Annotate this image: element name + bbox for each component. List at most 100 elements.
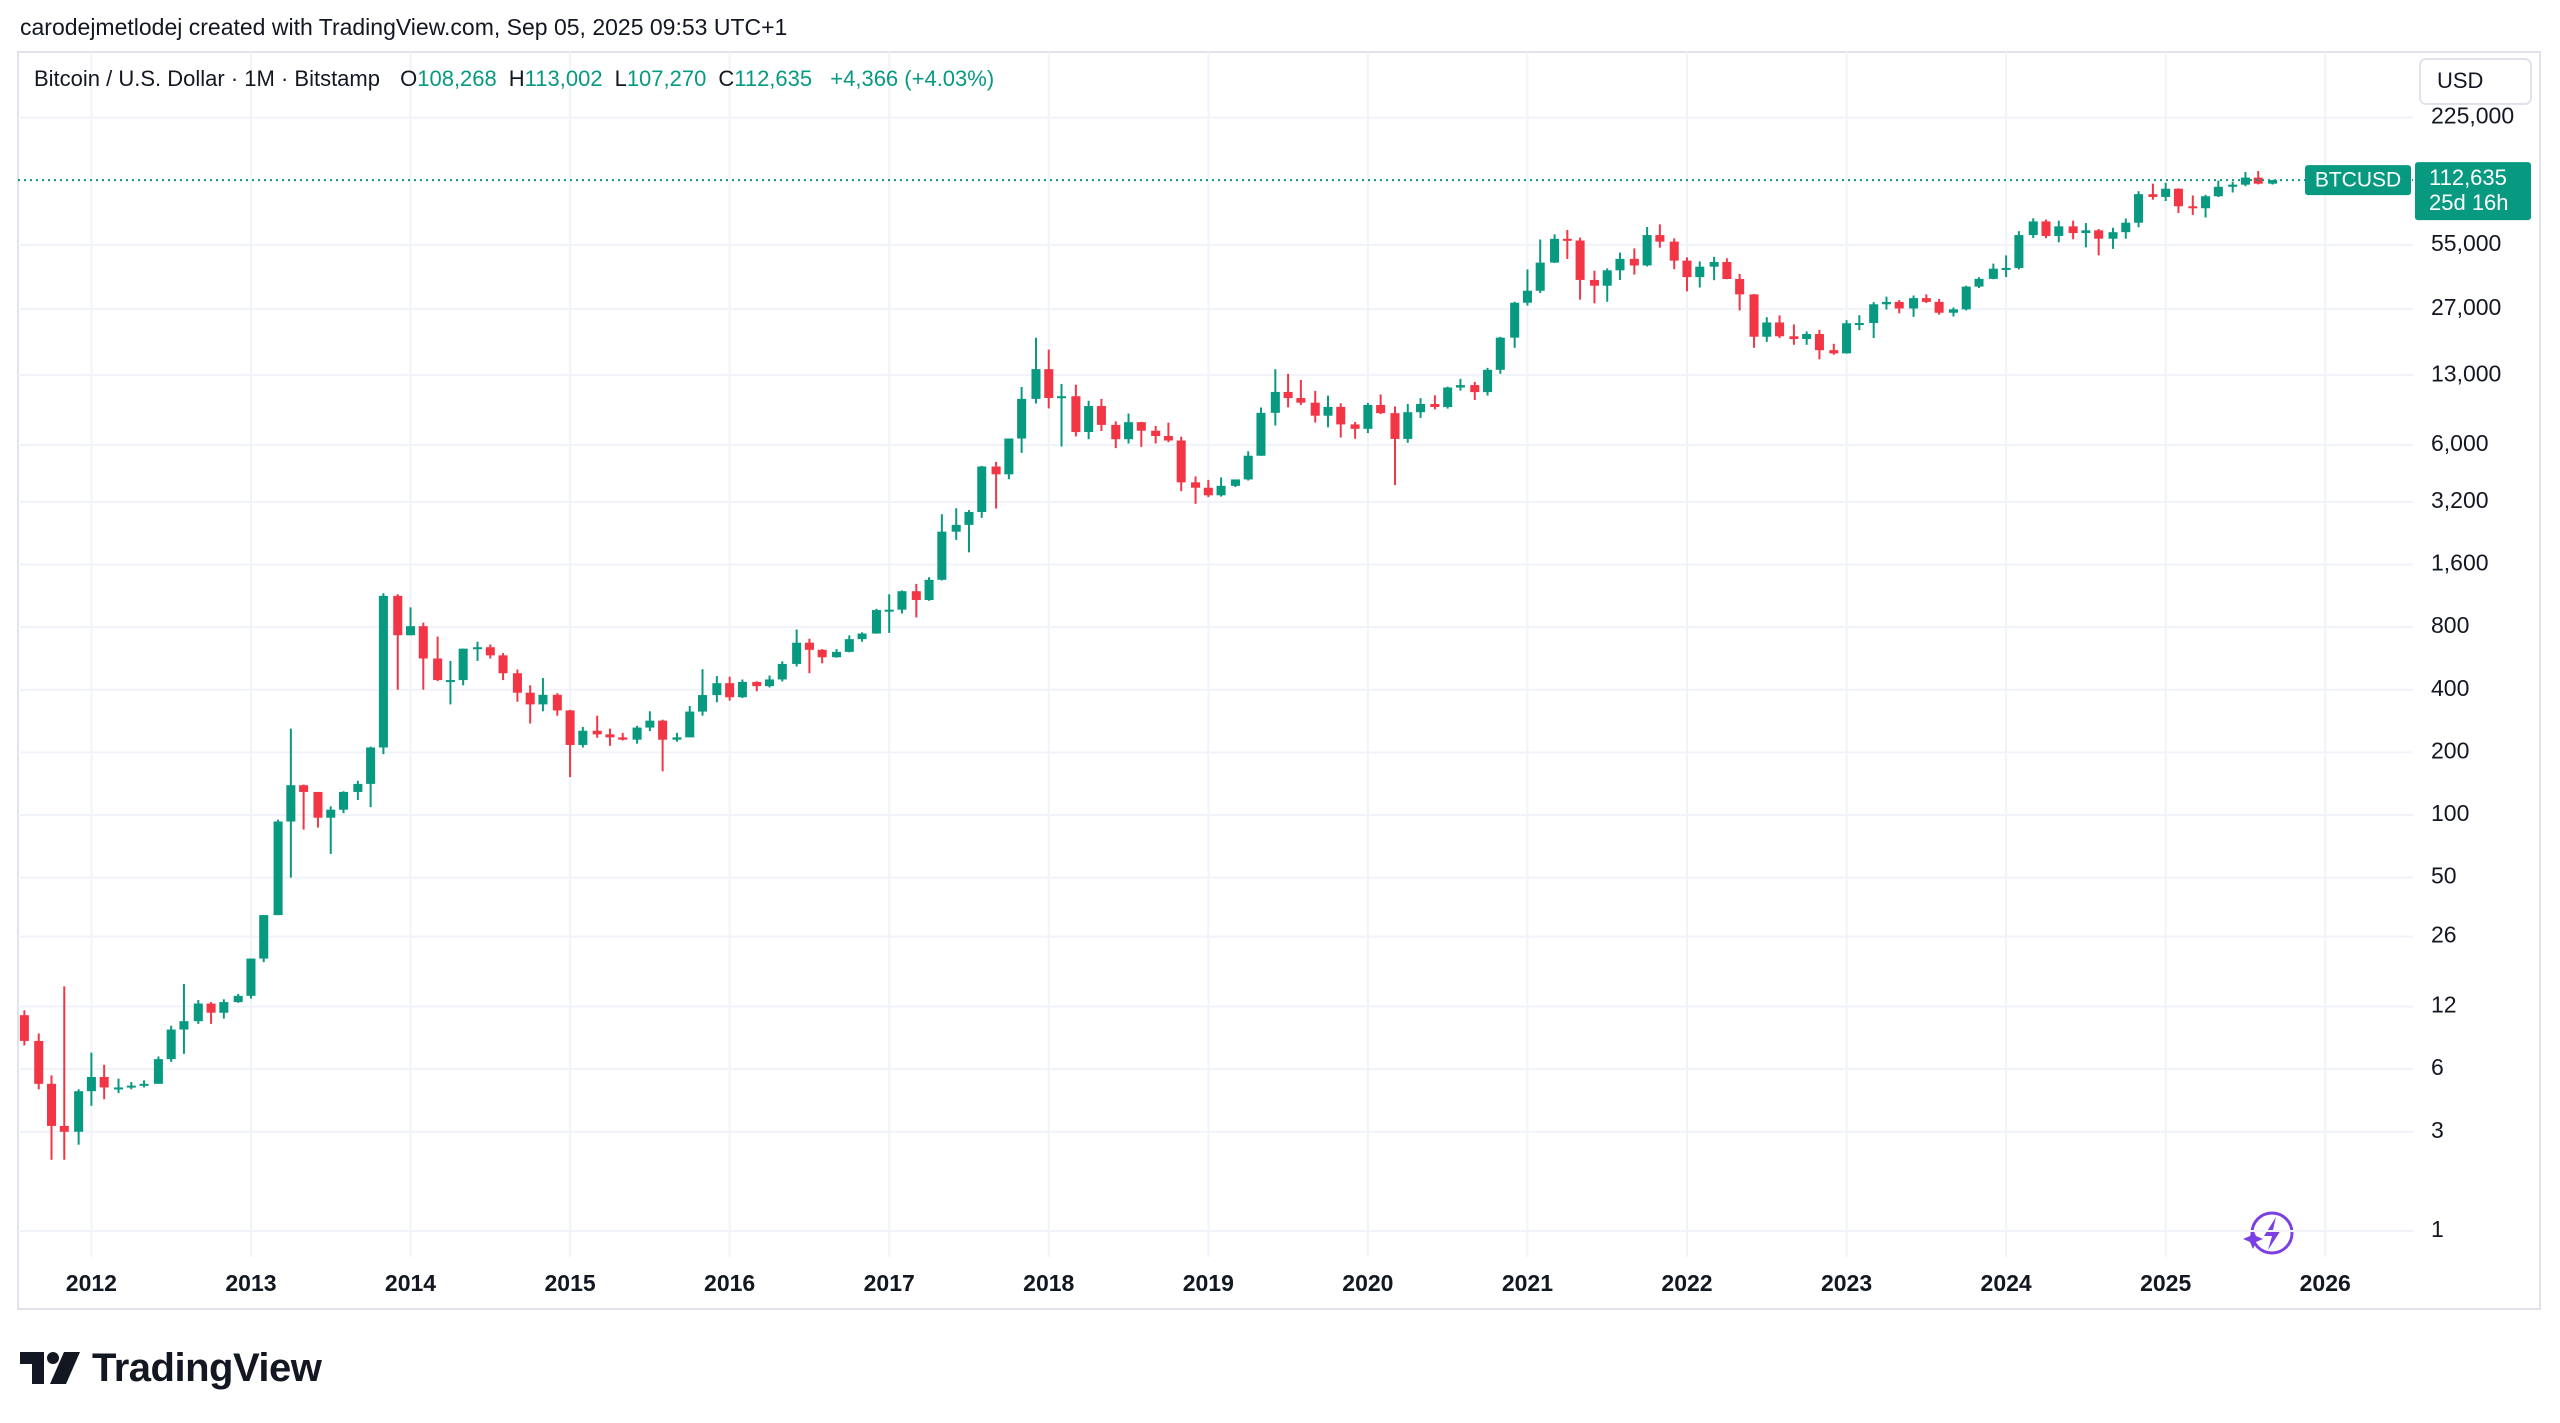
candle-body — [737, 681, 747, 698]
candle-body — [1669, 241, 1679, 261]
candle-body — [473, 647, 483, 650]
y-tick-label: 225,000 — [2431, 103, 2514, 129]
candle-body — [1243, 455, 1253, 480]
candle-body — [1881, 301, 1891, 305]
candle-body — [2161, 188, 2171, 197]
candle-body — [672, 737, 682, 740]
candle-body — [911, 591, 921, 600]
candle-body — [1602, 270, 1612, 286]
y-tick-label: 6,000 — [2431, 430, 2489, 456]
candle-body — [2201, 196, 2211, 209]
candle-body — [1376, 404, 1386, 414]
x-tick-label: 2019 — [1183, 1270, 1234, 1296]
x-tick-label: 2022 — [1661, 1270, 1712, 1296]
candle-body — [857, 633, 867, 640]
candle-body — [1124, 422, 1134, 440]
candle-body — [792, 642, 802, 664]
candle-body — [685, 711, 695, 738]
candle-body — [2148, 194, 2158, 197]
candle-body — [1575, 240, 1585, 280]
candle-body — [153, 1059, 163, 1084]
x-tick-label: 2018 — [1023, 1270, 1074, 1296]
candle-body — [712, 683, 722, 696]
currency-box — [2419, 58, 2532, 105]
candle-body — [2068, 226, 2078, 234]
y-tick-label: 1,600 — [2431, 550, 2489, 576]
x-tick-label: 2017 — [864, 1270, 915, 1296]
candle-body — [1057, 396, 1067, 399]
candle-body — [1017, 398, 1027, 439]
candle-body — [1829, 350, 1839, 354]
candle-body — [884, 609, 894, 612]
candle-body — [951, 524, 961, 532]
candle-body — [832, 651, 842, 658]
legend-value: 108,268 — [417, 66, 497, 91]
legend-fields: O108,268 H113,002 L107,270 C112,635 — [400, 66, 824, 91]
candle-body — [1655, 235, 1665, 242]
candle-body — [525, 692, 535, 705]
candle-body — [1483, 369, 1493, 393]
candle-body — [445, 680, 455, 683]
candle-body — [59, 1125, 69, 1132]
x-tick-label: 2025 — [2140, 1270, 2191, 1296]
candle-body — [1842, 323, 1852, 354]
candle-body — [1642, 235, 1652, 266]
candle-body — [1111, 424, 1121, 440]
y-tick-label: 3 — [2431, 1117, 2444, 1143]
candle-body — [1495, 337, 1505, 370]
candle-body — [1031, 369, 1041, 399]
candle-body — [1390, 413, 1400, 439]
x-tick-label: 2024 — [1981, 1270, 2032, 1296]
candle-body — [1176, 440, 1186, 483]
candle-body — [246, 958, 256, 996]
candle-body — [1363, 404, 1373, 429]
candle-body — [1709, 262, 1719, 267]
brand-logo — [20, 1352, 80, 1384]
candle-body — [1163, 436, 1173, 441]
candle-body — [2108, 232, 2118, 239]
candle-body — [2094, 230, 2104, 239]
candle-body — [1988, 268, 1998, 279]
candle-body — [1044, 369, 1054, 398]
candle-body — [1455, 385, 1465, 388]
legend-key: L — [614, 66, 627, 91]
candle-body — [1470, 385, 1480, 393]
candle-body — [46, 1083, 57, 1126]
candle-body — [1296, 398, 1306, 403]
candle-body — [752, 681, 762, 687]
y-tick-label: 27,000 — [2431, 294, 2501, 320]
candle-body — [1256, 412, 1266, 456]
candle-body — [273, 821, 283, 916]
candle-body — [777, 663, 787, 680]
candle-body — [697, 695, 708, 712]
candle-body — [565, 710, 575, 745]
candle-body — [1749, 294, 1759, 337]
candle-body — [765, 679, 775, 687]
candle-body — [632, 727, 642, 740]
candle-body — [1350, 424, 1360, 429]
candle-body — [1629, 258, 1639, 266]
candle-body — [592, 730, 602, 735]
candle-body — [804, 642, 814, 650]
candle-body — [2014, 235, 2024, 268]
candle-body — [498, 655, 508, 674]
candle-body — [1814, 334, 1824, 351]
candle-body — [1096, 406, 1106, 425]
candle-body — [924, 579, 934, 600]
legend-title: Bitcoin / U.S. Dollar · 1M · Bitstamp — [34, 66, 380, 91]
y-tick-label: 200 — [2431, 737, 2469, 763]
candle-body — [393, 595, 403, 636]
candle-body — [1004, 438, 1014, 475]
candle-body — [1789, 336, 1799, 340]
candle-body — [34, 1040, 44, 1084]
candle-body — [19, 1015, 29, 1041]
candle-body — [1270, 391, 1280, 413]
candle-body — [1522, 290, 1532, 303]
candle-body — [114, 1087, 124, 1090]
y-tick-label: 800 — [2431, 612, 2469, 638]
candle-body — [1961, 286, 1971, 310]
legend-value: 107,270 — [626, 66, 707, 91]
chart-frame — [17, 51, 2541, 1310]
candle-body — [2028, 221, 2038, 236]
candle-body — [1443, 387, 1453, 408]
